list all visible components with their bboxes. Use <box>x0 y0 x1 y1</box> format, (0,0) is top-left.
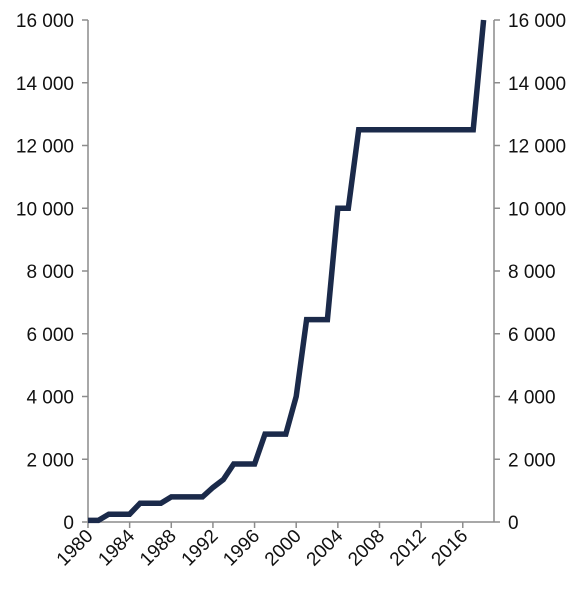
left-y-tick-label: 10 000 <box>16 199 74 220</box>
plot-area <box>88 19 487 524</box>
left-y-tick-label: 0 <box>63 513 74 534</box>
right-y-tick-label: 6 000 <box>508 325 556 346</box>
right-y-tick-label: 10 000 <box>508 199 566 220</box>
series-line <box>88 19 487 524</box>
left-y-tick-label: 6 000 <box>26 325 74 346</box>
x-tick-label: 2008 <box>344 526 389 571</box>
left-y-tick-label: 12 000 <box>16 137 74 158</box>
left-y-tick-label: 2 000 <box>26 450 74 471</box>
right-y-tick-label: 0 <box>508 513 519 534</box>
x-tick-label: 1996 <box>219 526 264 571</box>
axes <box>87 20 495 523</box>
x-tick-label: 2012 <box>386 526 431 571</box>
right-y-tick-label: 8 000 <box>508 262 556 283</box>
x-tick-label: 2016 <box>428 526 473 571</box>
right-y-tick-label: 14 000 <box>508 74 566 95</box>
x-tick-label: 1988 <box>136 526 181 571</box>
left-y-tick-label: 4 000 <box>26 388 74 409</box>
x-tick-label: 1992 <box>178 526 223 571</box>
right-y-tick-label: 12 000 <box>508 137 566 158</box>
x-tick-label: 2004 <box>303 525 348 570</box>
right-y-tick-label: 2 000 <box>508 450 556 471</box>
left-y-tick-label: 16 000 <box>16 11 74 32</box>
right-y-tick-label: 16 000 <box>508 11 566 32</box>
left-y-tick-label: 8 000 <box>26 262 74 283</box>
right-y-axis: 0 2 000 4 000 6 000 8 000 10 000 12 000 14 000 1… <box>494 11 566 534</box>
x-tick-label: 1984 <box>94 525 139 570</box>
left-y-axis: 0 2 000 4 000 6 000 8 000 10 000 12 000 14 000 1… <box>16 11 88 534</box>
left-y-tick-label: 14 000 <box>16 74 74 95</box>
x-tick-label: 2000 <box>261 526 306 571</box>
right-y-tick-label: 4 000 <box>508 388 556 409</box>
x-tick-label: 1980 <box>53 526 98 571</box>
